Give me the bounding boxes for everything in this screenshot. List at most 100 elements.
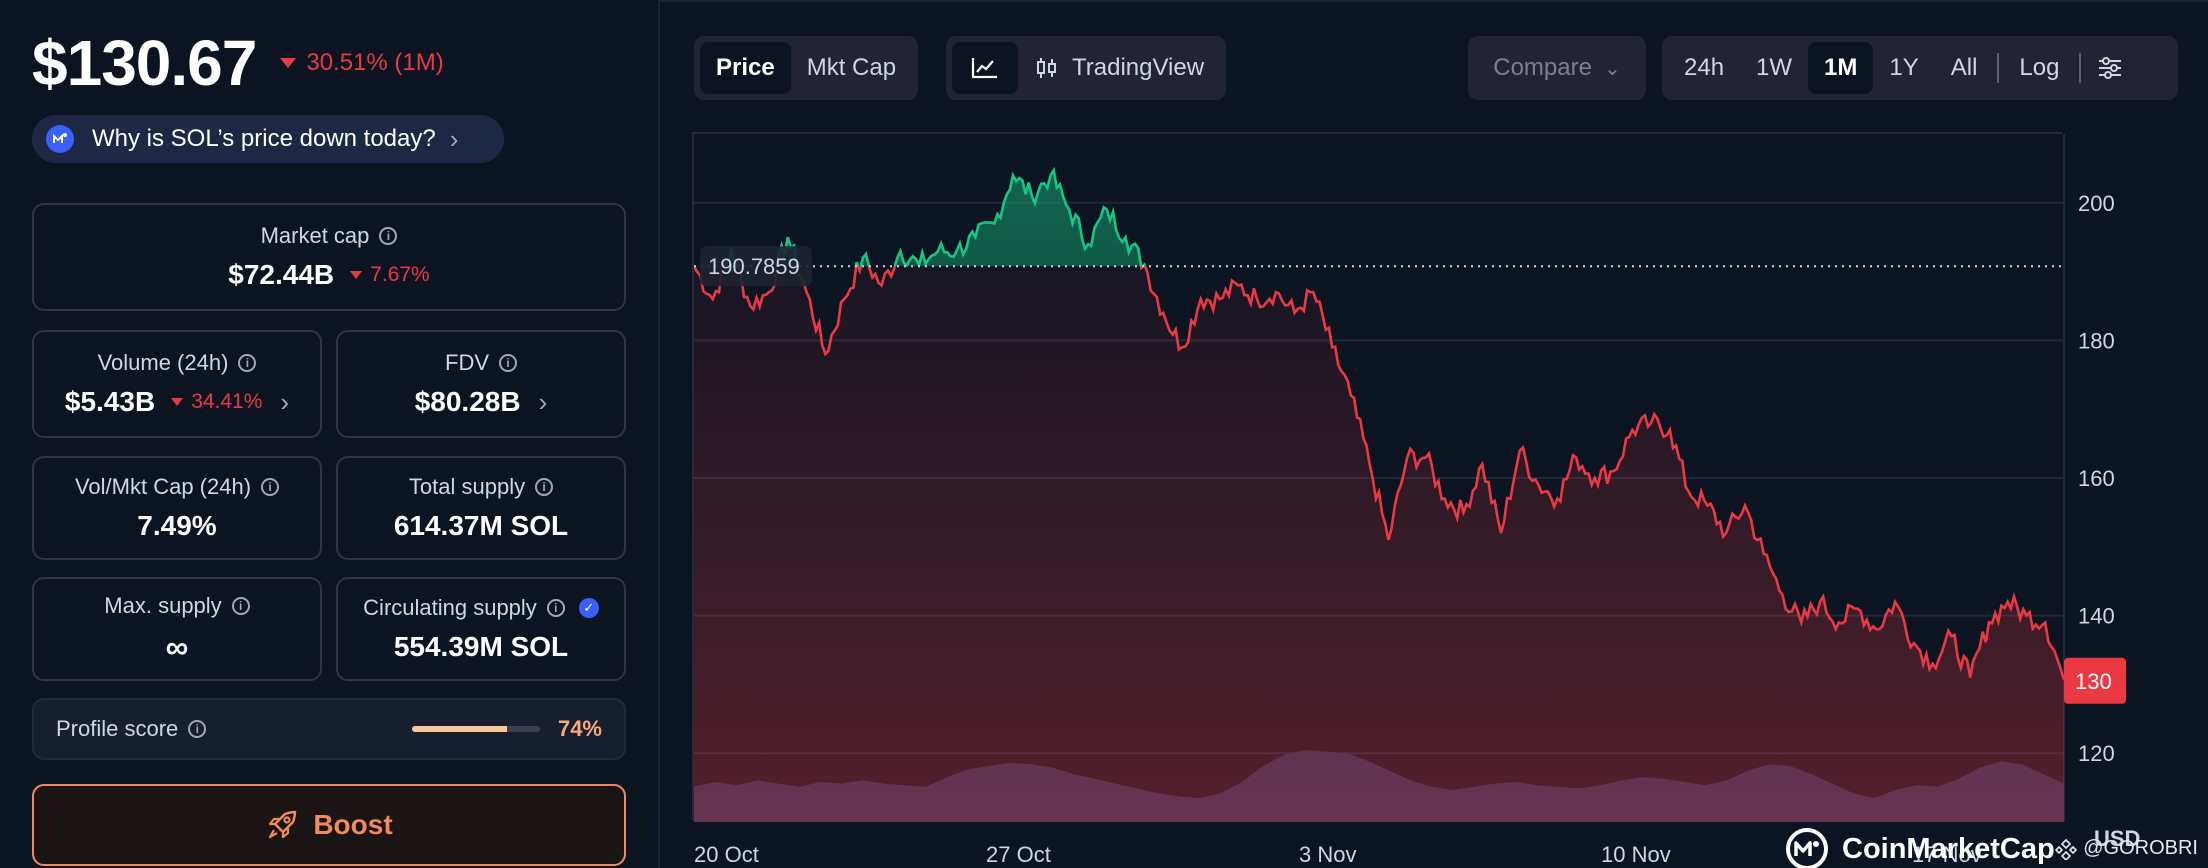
tradingview-button[interactable]: TradingView [1018, 42, 1220, 94]
price-area-down [694, 266, 2064, 822]
price-change-value: 30.51% (1M) [306, 49, 444, 76]
line-chart-button[interactable] [952, 42, 1018, 94]
volume-value: $5.43B [64, 386, 156, 417]
reference-value-label: 190.7859 [708, 254, 800, 279]
x-tick-label: 20 Oct [694, 842, 759, 867]
profile-score-row[interactable]: Profile score i 74% [32, 698, 626, 760]
y-tick-label: 160 [2078, 466, 2115, 491]
chart-panel: Price Mkt Cap TradingView Compare ⌄ 2 [658, 0, 2208, 868]
volume-change-value: 34.41% [191, 390, 263, 413]
fdv-value: $80.28B [414, 386, 521, 417]
y-tick-label: 200 [2078, 191, 2115, 216]
price-header: $130.67 30.51% (1M) [32, 26, 444, 100]
profile-score-bar-fill [411, 726, 507, 732]
total-supply-label: Total supply [408, 474, 526, 499]
coin-stats-panel: $130.67 30.51% (1M) Why is SOL’s price d… [0, 0, 658, 868]
market-cap-label-row: Market cap i [261, 223, 398, 249]
volume-label-row: Volume (24h) i [98, 350, 257, 376]
tab-price[interactable]: Price [700, 42, 791, 94]
market-cap-change-value: 7.67% [370, 263, 430, 286]
cmc-logo-icon [1786, 828, 1828, 868]
down-triangle-icon [171, 398, 184, 406]
down-triangle-icon [280, 58, 297, 68]
volume-card[interactable]: Volume (24h) i $5.43B 34.41% › [32, 330, 322, 438]
info-icon[interactable]: i [231, 596, 250, 615]
circulating-supply-card: Circulating supply i ✓ 554.39M SOL [336, 577, 626, 681]
chevron-right-icon: › [449, 123, 459, 154]
sliders-icon [2099, 57, 2122, 79]
info-icon[interactable]: i [238, 354, 257, 372]
down-triangle-icon [350, 271, 363, 279]
fdv-value-row: $80.28B › [415, 386, 548, 418]
chevron-right-icon: › [280, 386, 290, 417]
range-1w[interactable]: 1W [1756, 54, 1793, 81]
profile-score-bar [411, 726, 540, 732]
price-chart[interactable]: 200 180 160 140 120 USD 20 Oct 27 Oct 3 Nov 10 No… [692, 132, 2140, 868]
market-cap-card: Market cap i $72.44B 7.67% [32, 203, 626, 311]
price-area-up [694, 170, 2064, 267]
volume-change: 34.41% [171, 390, 262, 414]
fdv-label: FDV [445, 350, 489, 375]
current-price-badge-label: 130 [2075, 669, 2112, 694]
coinmarketcap-watermark: CoinMarketCap [1784, 826, 2055, 868]
info-icon[interactable]: i [535, 478, 554, 496]
current-price: $130.67 [32, 27, 257, 99]
verified-check-icon: ✓ [578, 598, 599, 618]
time-range-selector: 24h 1W 1M 1Y All Log [1662, 36, 2178, 100]
vol-mkt-cap-card: Vol/Mkt Cap (24h) i 7.49% [32, 456, 322, 560]
price-chart-svg: 200 180 160 140 120 USD 20 Oct 27 Oct 3 Nov 10 No… [694, 134, 2140, 867]
market-cap-change: 7.67% [350, 263, 430, 287]
range-1y[interactable]: 1Y [1889, 54, 1919, 81]
chart-settings-button[interactable] [2085, 42, 2135, 94]
divider [1997, 53, 2000, 83]
tab-mkt-cap[interactable]: Mkt Cap [806, 54, 897, 81]
chart-type-toggle: TradingView [946, 36, 1227, 100]
y-tick-label: 120 [2078, 741, 2115, 766]
circulating-supply-label-row: Circulating supply i ✓ [363, 595, 599, 621]
info-icon[interactable]: i [499, 354, 517, 372]
range-all[interactable]: All [1950, 54, 1978, 81]
credit-label-row: @GOROBRI [2055, 837, 2198, 860]
cmc-ai-icon [46, 125, 74, 153]
credit-label: @GOROBRI [2083, 837, 2198, 859]
candlestick-icon [1037, 58, 1056, 78]
fdv-card[interactable]: FDV i $80.28B › [336, 330, 626, 438]
volume-value-row: $5.43B 34.41% › [65, 386, 289, 418]
range-24h[interactable]: 24h [1684, 54, 1725, 81]
why-price-down-label: Why is SOL’s price down today? [92, 125, 436, 152]
range-1m[interactable]: 1M [1808, 42, 1874, 94]
total-supply-card: Total supply i 614.37M SOL [336, 456, 626, 560]
log-scale-toggle[interactable]: Log [2019, 54, 2060, 81]
boost-label: Boost [313, 809, 393, 840]
info-icon[interactable]: i [379, 227, 398, 245]
vol-mkt-cap-value: 7.49% [137, 510, 217, 541]
max-supply-value: ∞ [165, 628, 189, 665]
price-line-up [694, 166, 1147, 267]
max-supply-label-row: Max. supply i [104, 593, 250, 619]
x-tick-label: 10 Nov [1601, 842, 1671, 867]
circulating-supply-label: Circulating supply [363, 595, 537, 620]
x-tick-label: 27 Oct [986, 842, 1051, 867]
line-chart-icon [971, 58, 997, 79]
total-supply-value: 614.37M SOL [393, 510, 569, 541]
boost-button[interactable]: Boost [32, 784, 626, 866]
total-supply-label-row: Total supply i [408, 474, 554, 500]
reference-label-bg [700, 246, 812, 287]
y-axis-unit: USD [2094, 826, 2140, 851]
x-tick-label: 17 Nov [1912, 842, 1982, 867]
profile-score-value: 74% [557, 716, 602, 741]
y-tick-label: 140 [2078, 604, 2115, 629]
info-icon[interactable]: i [546, 599, 565, 617]
divider [2079, 53, 2082, 83]
watermark-label: CoinMarketCap [1842, 832, 2055, 865]
circulating-supply-value: 554.39M SOL [393, 631, 569, 662]
why-price-down-button[interactable]: Why is SOL’s price down today? › [32, 115, 504, 163]
chart-metric-toggle: Price Mkt Cap [694, 36, 919, 100]
max-supply-card: Max. supply i ∞ [32, 577, 322, 681]
info-icon[interactable]: i [261, 478, 280, 496]
rocket-icon [269, 810, 297, 839]
info-icon[interactable]: i [188, 720, 207, 738]
compare-dropdown[interactable]: Compare ⌄ [1468, 36, 1646, 100]
y-tick-label: 180 [2078, 328, 2115, 353]
binance-logo-icon [2055, 838, 2078, 860]
